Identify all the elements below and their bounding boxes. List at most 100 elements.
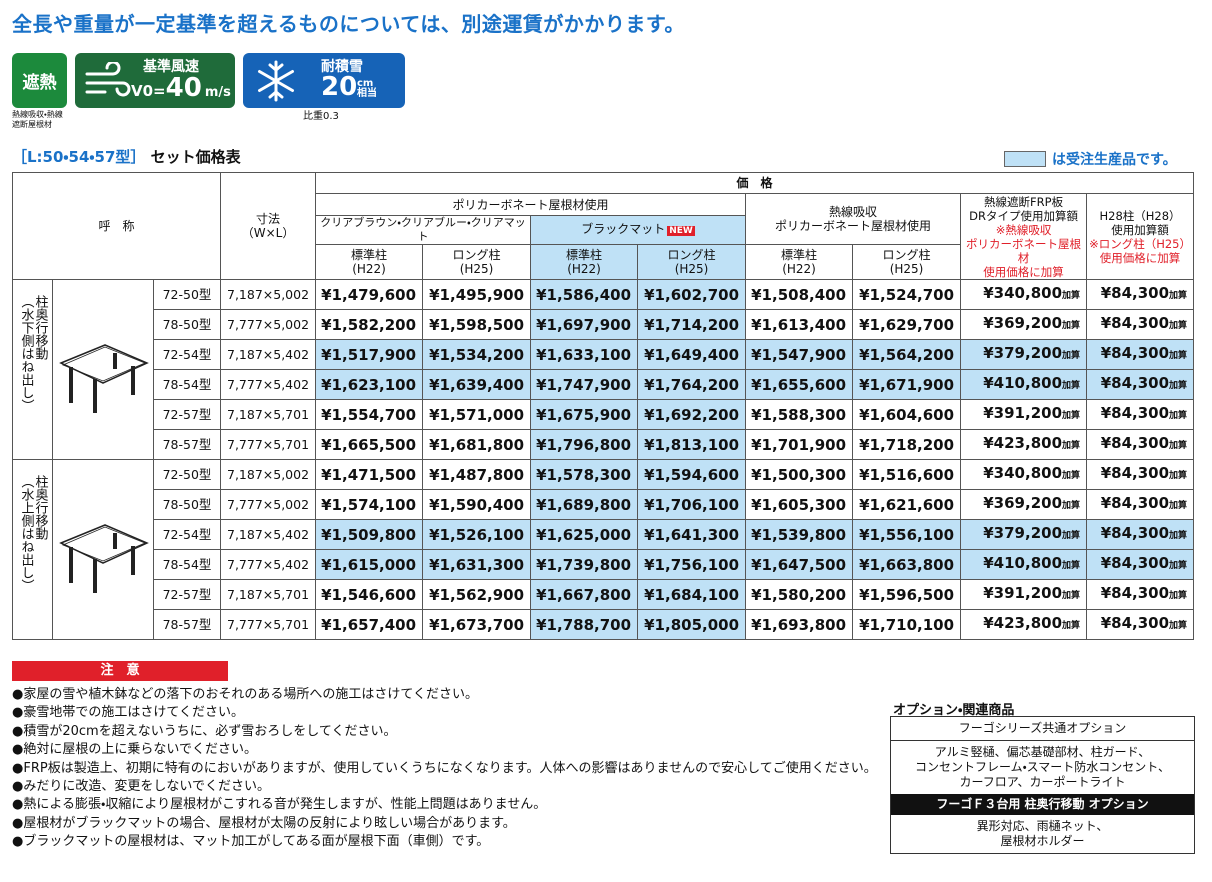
add-label: 加算 [1169,411,1188,421]
data-row: 72-54型 7,187×5,402 ¥1,517,900 ¥1,534,200 ¥1,… [13,339,1195,370]
price: ¥1,479,600 [321,285,417,304]
snow-badge: 耐積雪 20 cm 相当 [243,53,405,108]
price: ¥1,697,900 [536,315,632,334]
price: ¥340,800 [983,464,1063,482]
notes: ●家屋の雪や植木鉢などの落下のおそれのある場所への施工はさけてください。 ●豪雪地… [12,686,877,852]
header-note: 使用価格に加算 [1099,250,1181,265]
price: ¥1,516,600 [859,465,955,484]
caption-line: 遮断屋根材 [12,120,52,129]
price-cell: ¥1,714,200 [637,309,747,340]
header-cell: 熱線吸収 ポリカーボネート屋根材使用 [745,193,962,245]
price-cell: ¥1,526,100 [422,519,532,550]
note-item: ●熱による膨張・収縮により屋根材がこすれる音が発生しますが、性能上問題はありませ… [12,797,547,813]
price: ¥1,681,800 [429,435,525,454]
price-cell: ¥1,508,400 [745,279,854,310]
size-cell: 7,777×5,002 [220,489,317,520]
size-cell: 7,187×5,701 [220,579,317,610]
data-row: 72-57型 7,187×5,701 ¥1,554,700 ¥1,571,000 ¥1,… [13,399,1195,430]
price: ¥1,604,600 [859,405,955,424]
header-text: ロング柱 [452,248,501,262]
price: ¥1,718,200 [859,435,955,454]
price-cell: ¥84,300加算 [1086,579,1195,610]
header-note: ※ロング柱（H25） [1089,236,1191,251]
price-cell: ¥1,796,800 [530,429,639,460]
price-cell: ¥1,495,900 [422,279,532,310]
price-cell: ¥1,663,800 [852,549,962,580]
header-note: ポリカーボネート屋根材 [966,236,1082,265]
data-row: 78-54型 7,777×5,402 ¥1,623,100 ¥1,639,400 ¥1,… [13,369,1195,400]
options-line: 屋根材ホルダー [1000,834,1085,848]
header-cell: 価 格 [315,172,1195,194]
add-label: 加算 [1169,351,1188,361]
price: ¥1,633,100 [536,345,632,364]
table-body: 呼 称 寸法 （W×L） 価 格 ポリカーボネート屋根材使用 熱線吸収 ポリカーボネ… [11,172,1195,640]
header-row: ポリカーボネート屋根材使用 熱線吸収 ポリカーボネート屋根材使用 熱線遮断FRP板… [13,193,1195,280]
price-cell: ¥1,747,900 [530,369,639,400]
price: ¥1,562,900 [429,585,525,604]
price: ¥369,200 [983,494,1063,512]
header-text: 寸法 [256,212,281,226]
price-cell: ¥1,487,800 [422,459,532,490]
price: ¥340,800 [983,284,1063,302]
price-cell: ¥1,588,300 [745,399,854,430]
note-item: ●屋根材がブラックマットの場合、屋根材が太陽の反射により眩しい場合があります。 [12,815,516,831]
price-cell: ¥1,594,600 [637,459,747,490]
price-cell: ¥1,647,500 [745,549,854,580]
price-cell: ¥1,805,000 [637,609,747,640]
price: ¥1,684,100 [644,585,740,604]
price: ¥391,200 [983,584,1063,602]
price-cell: ¥1,756,100 [637,549,747,580]
price-cell: ¥1,598,500 [422,309,532,340]
wind-value: V0=40 m/s [131,73,231,103]
price-cell: ¥1,534,200 [422,339,532,370]
header-cell: ポリカーボネート屋根材使用 [315,193,747,216]
badge-label: 遮熱 [22,73,57,93]
price: ¥1,500,300 [751,465,847,484]
price-cell: ¥1,681,800 [422,429,532,460]
price: ¥1,574,100 [321,495,417,514]
header-text: 標準柱 [781,248,818,262]
header-text: (H25) [459,262,494,276]
price-cell: ¥410,800加算 [960,549,1088,580]
header-note: 使用価格に加算 [983,264,1064,279]
header-cell: ロング柱 (H25) [422,244,532,280]
price: ¥84,300 [1100,584,1170,602]
model-cell: 72-57型 [152,399,222,430]
price: ¥1,706,100 [644,495,740,514]
price: ¥1,623,100 [321,375,417,394]
price: ¥84,300 [1100,404,1170,422]
price: ¥84,300 [1100,554,1170,572]
price-cell: ¥1,539,800 [745,519,854,550]
price: ¥1,764,200 [644,375,740,394]
headline: 全長や重量が一定基準を超えるものについては、別途運賃がかかります。 [12,12,685,36]
size-cell: 7,777×5,701 [220,429,317,460]
price-cell: ¥1,649,400 [637,339,747,370]
price-cell: ¥1,615,000 [315,549,424,580]
price: ¥1,693,800 [751,615,847,634]
price-cell: ¥1,710,100 [852,609,962,640]
price: ¥84,300 [1100,614,1170,632]
price-cell: ¥1,586,400 [530,279,639,310]
new-tag: NEW [667,226,695,236]
header-row: 標準柱 (H22) ロング柱 (H25) 標準柱 (H22) ロング柱 (H25) 標準柱 (H2… [13,244,1194,280]
price: ¥1,714,200 [644,315,740,334]
header-text: ロング柱 [882,248,931,262]
header-text: (H22) [567,262,601,276]
notes-title: 注 意 [12,661,228,681]
header-text: (H22) [782,262,816,276]
price-cell: ¥1,697,900 [530,309,639,340]
header-text: （W×L） [241,226,295,240]
badge-label: 基準風速 [143,59,199,75]
price: ¥1,582,200 [321,315,417,334]
group-label-cell: 柱奥行移動 （水上側はね出し） [12,459,53,640]
group-label: 柱奥行移動 （水上側はね出し） [19,475,48,625]
size-cell: 7,777×5,402 [220,549,317,580]
group-label-line: 柱奥行移動 [32,294,48,360]
price: ¥410,800 [983,374,1063,392]
price: ¥1,539,800 [751,525,847,544]
options-line: 異形対応、雨樋ネット、 [976,819,1109,833]
add-label: 加算 [1169,621,1188,631]
price-cell: ¥1,596,500 [852,579,962,610]
price-cell: ¥1,604,600 [852,399,962,430]
header-text: 標準柱 [566,248,603,262]
